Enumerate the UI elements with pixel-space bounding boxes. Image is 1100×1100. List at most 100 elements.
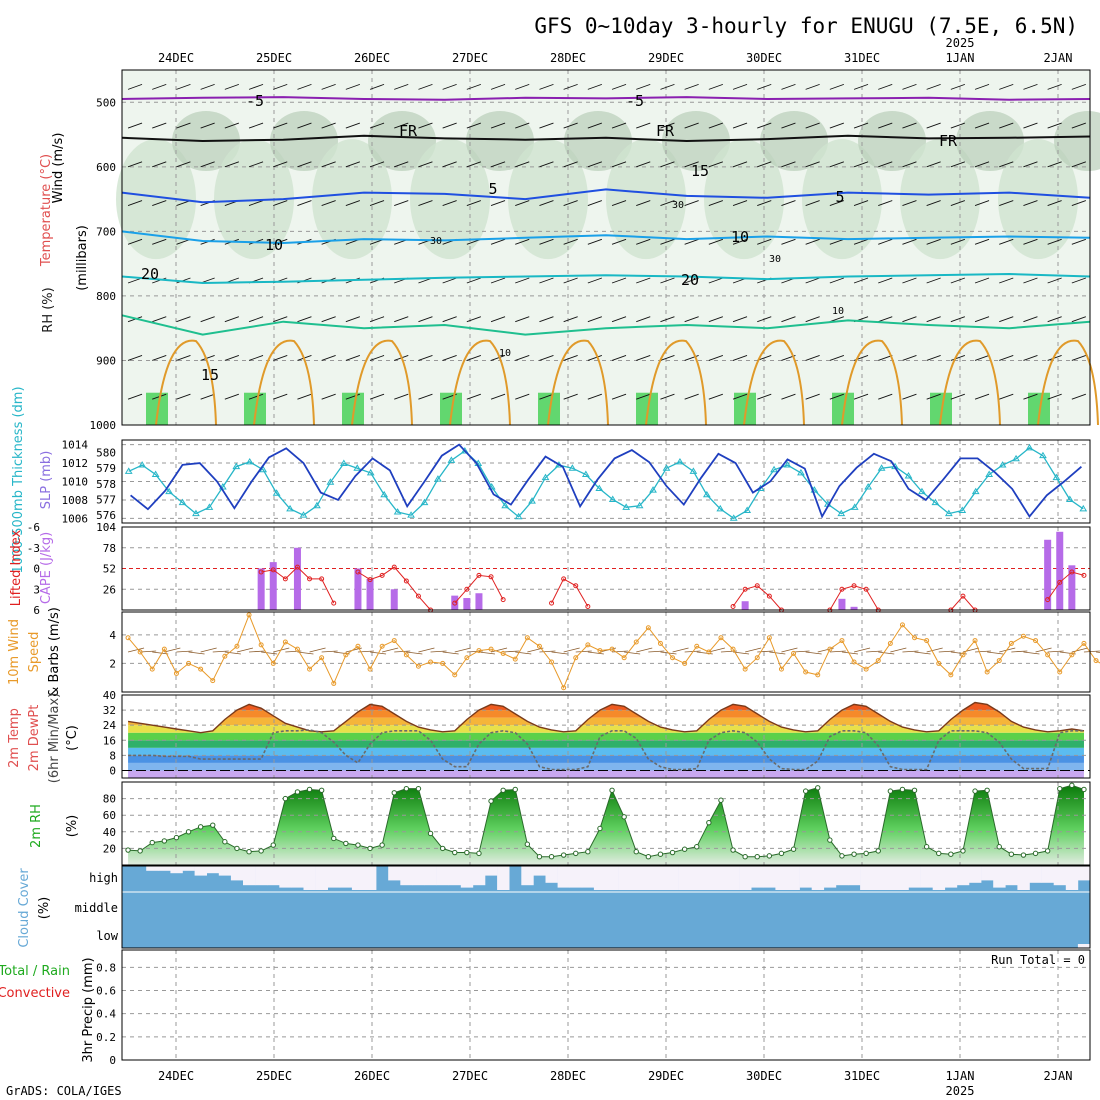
rh2m-point: [379, 842, 385, 848]
thickness-point: [783, 461, 792, 468]
cloud-high-gap: [533, 866, 546, 876]
wind-barb: [950, 122, 966, 129]
wind10m-barb: [902, 650, 919, 653]
thickness-point: [958, 506, 967, 513]
x-label-bottom: 1JAN: [946, 1069, 975, 1083]
rh2m-point: [294, 789, 301, 795]
wind10m-barb: [236, 647, 254, 653]
cloud-high-gap: [751, 866, 764, 888]
cloud-high-gap: [412, 866, 425, 886]
upper-air-frame: [121, 69, 1091, 426]
cloud-high-gap: [932, 866, 946, 890]
thickness-point: [743, 506, 752, 513]
wind10m-point: [960, 652, 966, 658]
lifted-point: [294, 564, 300, 570]
rh2m-point: [790, 846, 797, 852]
wind10m-barb: [466, 650, 483, 653]
wind-barb: [757, 200, 772, 206]
cloud-high-gap: [230, 866, 244, 881]
lifted-point: [1081, 572, 1087, 578]
wind10m-barb: [188, 651, 205, 655]
isotherm-20: [121, 314, 1091, 336]
thickness-ylabel: 1000-500mb Thickness (dm): [11, 386, 26, 573]
wind-barb: [1047, 200, 1062, 206]
rh2m-ylabel-1: 2m RH: [29, 804, 44, 848]
wind-barb: [732, 238, 748, 245]
wind-barb: [636, 122, 651, 129]
rh2m-area: [128, 785, 1085, 865]
x-label-bottom: 31DEC: [844, 1069, 880, 1083]
wind-barb: [466, 200, 482, 206]
rh2m-point: [355, 842, 361, 848]
wind10m-barb: [805, 651, 822, 655]
lifted-point: [754, 583, 760, 589]
x-label-bottom: 25DEC: [256, 1069, 292, 1083]
wind-barb: [345, 316, 361, 323]
wind10m-point: [561, 685, 567, 691]
wind-barb: [732, 200, 748, 206]
thickness-point: [514, 512, 523, 520]
cape-bar: [1068, 565, 1076, 610]
thickness-point: [729, 514, 738, 521]
wind-barb: [345, 355, 361, 361]
isotherm-label: 10: [499, 348, 511, 359]
thickness-point: [944, 509, 953, 517]
wind10m-point: [1081, 640, 1087, 646]
wind-barb: [248, 161, 264, 168]
thickness-point: [971, 487, 980, 495]
wind-barb: [926, 161, 941, 168]
wind-barb: [684, 355, 699, 361]
cloud-high-gap: [811, 866, 825, 890]
thickness-point: [366, 468, 375, 476]
pressure-tick: 500: [96, 96, 116, 109]
rh2m-point: [1008, 851, 1015, 857]
wind-barb: [321, 83, 336, 90]
wind-barb: [418, 122, 433, 129]
wind10m-point: [863, 666, 869, 672]
cloud-high-gap: [267, 866, 280, 886]
cloud-high-gap: [581, 866, 595, 888]
rh-moist-column: [342, 392, 364, 425]
wind10m-barb: [200, 647, 217, 653]
cloud-high-gap: [787, 866, 800, 890]
wind-barb: [950, 316, 966, 323]
wind-barb: [1023, 316, 1038, 323]
wind-barb: [515, 83, 530, 90]
wind-barb: [611, 83, 627, 90]
wind10m-point: [936, 660, 942, 666]
wind-barb: [636, 355, 651, 361]
isotherm-FR: [121, 134, 1091, 143]
wind-barb: [394, 122, 409, 129]
cloud-high-gap: [981, 866, 994, 881]
wind10m-point: [270, 660, 276, 666]
wind-barb: [490, 393, 506, 400]
thickness-point: [434, 475, 442, 482]
wind-barb: [466, 122, 482, 129]
rh2m-point: [524, 841, 531, 847]
rh2m-point: [778, 850, 785, 857]
wind-barb: [321, 355, 336, 361]
rh2m-point: [258, 848, 264, 854]
wind-barb: [999, 393, 1014, 400]
wind-barb: [321, 393, 336, 400]
wind-barb: [200, 83, 215, 90]
wind10m-barb: [781, 647, 798, 653]
thickness-point: [864, 483, 873, 490]
run-total-label: Run Total = 0: [991, 953, 1085, 967]
rh2m-point: [282, 795, 289, 802]
wind-barb: [611, 393, 627, 400]
wind-barb: [1071, 122, 1087, 129]
lifted-point: [464, 586, 470, 592]
wind-ylabel: Wind (m/s): [51, 133, 66, 204]
rh-moist-column: [146, 392, 168, 425]
wind-barb: [853, 277, 869, 284]
rh2m-point: [681, 846, 688, 852]
wind-barb: [1023, 161, 1038, 168]
rh-shade-patch: [270, 111, 338, 171]
wind10m-barb: [708, 647, 725, 653]
wind-barb: [878, 161, 893, 168]
isotherm-label: FR: [656, 122, 675, 140]
year-label-bottom: 2025: [946, 1084, 975, 1098]
x-label-bottom: 27DEC: [452, 1069, 488, 1083]
rh2m-point: [1057, 785, 1063, 792]
